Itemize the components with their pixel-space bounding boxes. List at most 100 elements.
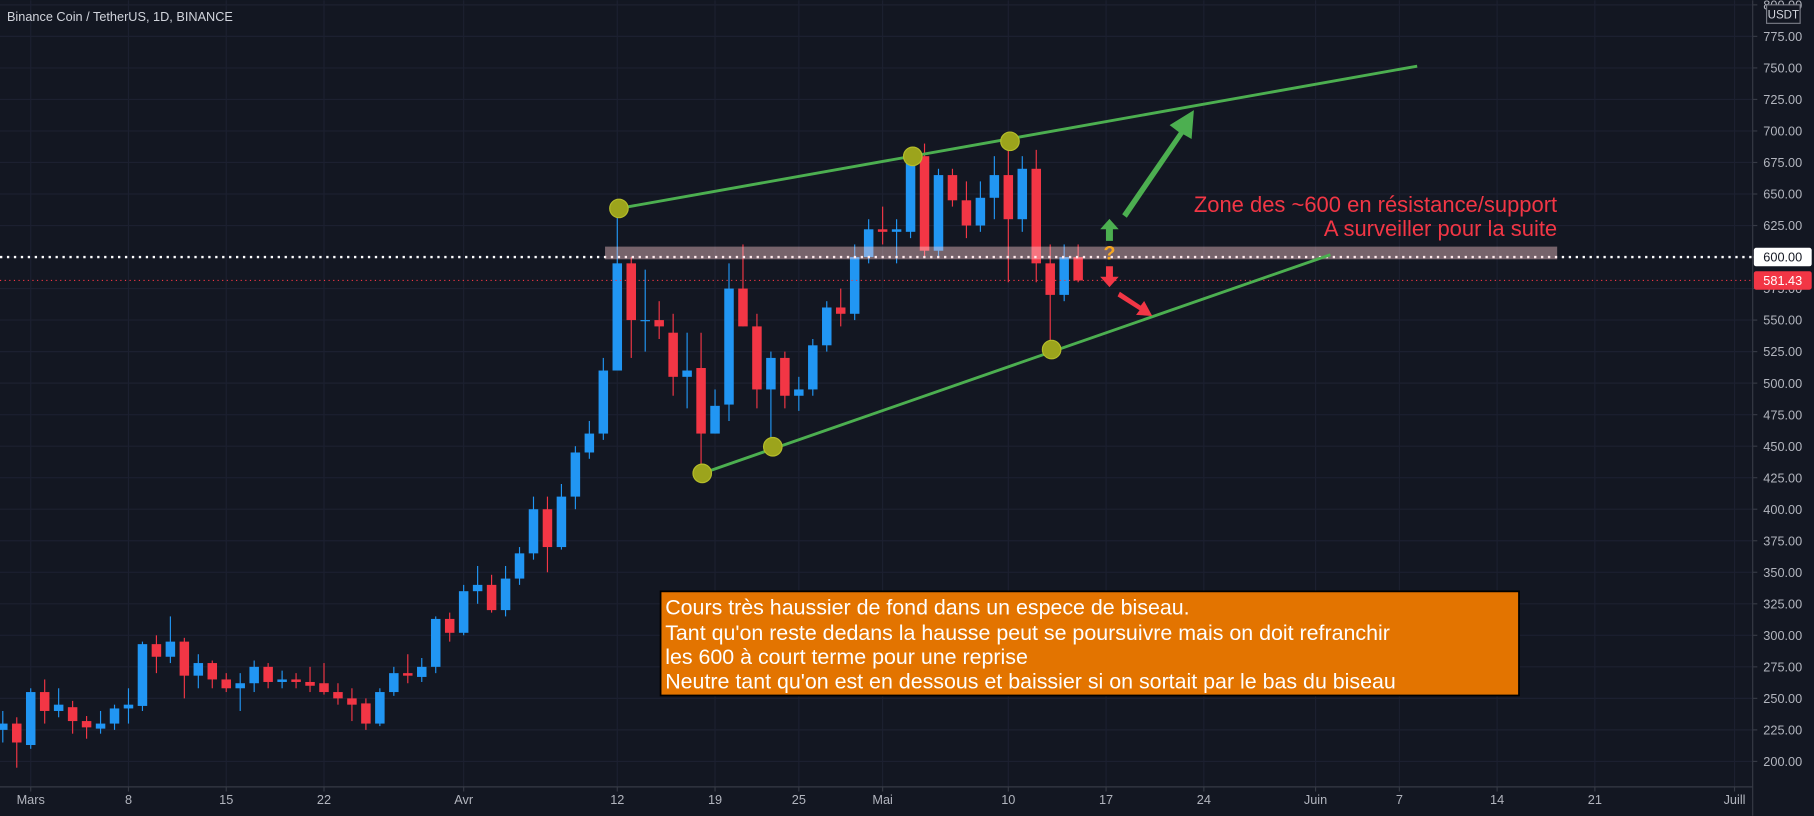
candle-body xyxy=(682,370,692,377)
pivot xyxy=(902,146,923,167)
candle-body xyxy=(319,683,329,693)
x-tick-label: 17 xyxy=(1099,792,1113,807)
y-tick-label: 375.00 xyxy=(1763,533,1802,548)
x-tick-label: 10 xyxy=(1001,792,1015,807)
y-tick-label: 750.00 xyxy=(1763,61,1802,76)
y-tick-label: 275.00 xyxy=(1763,659,1802,674)
y-tick-label: 400.00 xyxy=(1763,502,1802,517)
x-tick-label: Juill xyxy=(1724,792,1746,807)
y-tick-label: 225.00 xyxy=(1763,723,1802,738)
x-tick-label: 21 xyxy=(1588,792,1602,807)
x-tick-label: Mai xyxy=(872,792,893,807)
up-arrow xyxy=(1100,218,1119,241)
candle-body xyxy=(542,509,553,548)
price-label: 581.43 xyxy=(1763,273,1802,288)
pivot xyxy=(1000,131,1020,152)
candle-body xyxy=(822,307,832,346)
note-line: Cours très haussier de fond dans un espe… xyxy=(665,596,1189,620)
candle-body xyxy=(403,673,413,676)
candle-body xyxy=(193,663,204,676)
candle-body xyxy=(612,263,623,371)
candle-body xyxy=(794,389,804,396)
candle-body xyxy=(347,698,357,705)
y-tick-label: 650.00 xyxy=(1763,187,1802,202)
chart-title: Binance Coin / TetherUS, 1D, BINANCE xyxy=(7,9,233,24)
x-tick-label: 7 xyxy=(1396,792,1403,807)
candle-body xyxy=(277,679,287,682)
x-tick-label: Juin xyxy=(1304,792,1327,807)
candle-body xyxy=(752,326,762,390)
axes: 200.00 225.00 250.00 275.00 300.00 325.00 350.… xyxy=(17,0,1812,807)
candle-body xyxy=(989,175,1000,198)
y-tick-label: 725.00 xyxy=(1763,92,1802,107)
candle-body xyxy=(235,683,245,689)
candle-body xyxy=(305,681,315,686)
candle-body xyxy=(654,320,664,327)
note-box xyxy=(659,590,1520,697)
candles xyxy=(0,143,1753,768)
x-tick-label: Mars xyxy=(17,792,45,807)
candle-body xyxy=(165,641,176,657)
drawings: ? Zone des ~600 en résistance/support A … xyxy=(605,64,1558,697)
x-tick-label: 25 xyxy=(792,792,806,807)
candle-body xyxy=(975,197,986,226)
big-up-arrow xyxy=(1122,110,1194,218)
price-label: 600.00 xyxy=(1763,250,1802,265)
annotation: Zone des ~600 en résistance/support xyxy=(1194,192,1557,217)
candle-body xyxy=(738,288,748,327)
candle-body xyxy=(486,584,497,611)
note-line: Tant qu'on reste dedans la hausse peut s… xyxy=(665,621,1390,645)
down-right-arrow xyxy=(1117,291,1153,317)
lower-trendline xyxy=(701,253,1331,475)
candle-body xyxy=(835,307,846,314)
y-tick-label: 550.00 xyxy=(1763,313,1802,328)
candle-body xyxy=(696,368,706,434)
candle-body xyxy=(123,704,134,709)
y-tick-label: 625.00 xyxy=(1763,218,1802,233)
candle-body xyxy=(67,707,78,722)
candle-body xyxy=(1045,263,1055,295)
candle-body xyxy=(724,288,734,405)
candle-body xyxy=(891,229,902,232)
candle-body xyxy=(361,703,371,724)
candle-body xyxy=(947,175,958,201)
y-tick-label: 675.00 xyxy=(1763,155,1802,170)
question-mark: ? xyxy=(1103,242,1115,264)
y-tick-label: 300.00 xyxy=(1763,628,1802,643)
candle-body xyxy=(933,175,944,251)
candle-body xyxy=(53,704,64,711)
x-tick-label: 19 xyxy=(708,792,722,807)
candle-body xyxy=(291,679,301,682)
x-tick-label: Avr xyxy=(454,792,474,807)
y-tick-label: 450.00 xyxy=(1763,439,1802,454)
y-tick-label: 425.00 xyxy=(1763,470,1802,485)
x-tick-label: 15 xyxy=(219,792,233,807)
candle-body xyxy=(375,692,385,724)
x-tick-label: 22 xyxy=(317,792,331,807)
y-tick-label: 350.00 xyxy=(1763,565,1802,580)
y-tick-label: 325.00 xyxy=(1763,596,1802,611)
y-tick-label: 200.00 xyxy=(1763,754,1802,769)
candle-body xyxy=(389,673,399,693)
pivot xyxy=(762,436,783,457)
candle-body xyxy=(0,723,8,730)
pivot xyxy=(692,463,713,484)
candle-body xyxy=(151,644,162,657)
candle-body xyxy=(430,618,441,667)
x-tick-label: 8 xyxy=(125,792,132,807)
candle-body xyxy=(1003,175,1014,220)
down-arrow xyxy=(1100,266,1119,288)
candle-body xyxy=(626,263,636,321)
zone xyxy=(605,246,1558,260)
x-tick-label: 14 xyxy=(1490,792,1504,807)
candle-body xyxy=(81,721,92,728)
candle-body xyxy=(528,509,539,554)
candle-body xyxy=(249,666,259,684)
candle-body xyxy=(766,357,776,390)
candle-body xyxy=(710,405,720,434)
candle-body xyxy=(1031,168,1041,264)
pivots xyxy=(609,131,1062,484)
candle-body xyxy=(221,679,231,689)
x-tick-label: 24 xyxy=(1197,792,1211,807)
